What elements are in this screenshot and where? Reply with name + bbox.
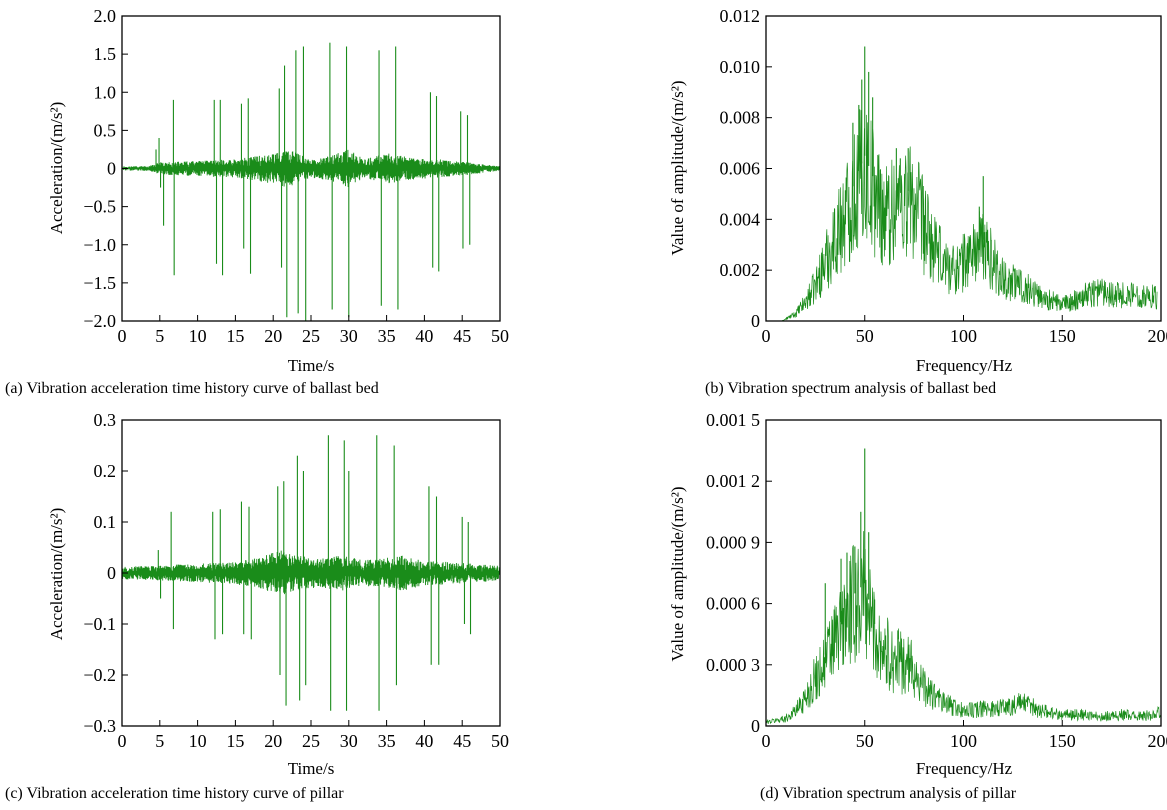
y-tick-label: −0.2 [83, 665, 116, 685]
panel-a-series [121, 42, 501, 321]
y-tick-label: 0.5 [94, 120, 117, 140]
x-tick-label: 5 [155, 326, 164, 346]
y-tick-label: 0.008 [720, 108, 761, 128]
y-tick-label: 0.000 9 [706, 532, 760, 552]
panel-b-xlabel: Frequency/Hz [916, 356, 1013, 375]
x-tick-label: 15 [226, 731, 244, 751]
x-tick-label: 25 [302, 731, 320, 751]
y-tick-label: 0.1 [94, 512, 117, 532]
y-tick-label: 1.0 [94, 82, 117, 102]
x-tick-label: 200 [1148, 731, 1167, 751]
panel-d-xlabel: Frequency/Hz [916, 759, 1013, 778]
x-tick-label: 100 [950, 326, 977, 346]
panel-c-ylabel: Acceleration/(m/s²) [47, 508, 66, 641]
x-tick-label: 35 [378, 326, 396, 346]
x-tick-label: 35 [378, 731, 396, 751]
panel-b-caption: (b) Vibration spectrum analysis of balla… [705, 380, 996, 397]
panel-a: 0 5 10 15 20 25 30 35 40 45 50 −2.0 −1.5 −1.0 −0.5 0 0.5… [5, 6, 509, 397]
x-tick-label: 10 [189, 326, 207, 346]
panel-d-ylabel: Value of amplitude/(m/s²) [668, 486, 687, 661]
y-tick-label: 0 [107, 159, 116, 179]
x-tick-label: 50 [856, 326, 874, 346]
x-tick-label: 30 [340, 731, 358, 751]
panel-a-ylabel: Acceleration/(m/s²) [47, 102, 66, 235]
y-tick-label: −2.0 [83, 311, 116, 331]
y-tick-label: 1.5 [94, 44, 117, 64]
y-tick-label: 0.001 2 [706, 471, 760, 491]
x-tick-label: 150 [1049, 731, 1076, 751]
panel-d-ticks: 0 50 100 150 200 0 0.000 3 0.000 6 0.000 9 0.001 … [706, 410, 1167, 751]
panel-d-series [765, 448, 1162, 725]
x-tick-label: 5 [155, 731, 164, 751]
y-tick-label: −0.5 [83, 197, 116, 217]
y-tick-label: 0.3 [94, 410, 117, 430]
x-tick-label: 50 [491, 326, 509, 346]
y-tick-label: 2.0 [94, 6, 117, 26]
x-tick-label: 45 [453, 731, 471, 751]
y-tick-label: 0 [107, 563, 116, 583]
panel-b: 0 50 100 150 200 0 0.002 0.004 0.006 0.008 0.010 0.… [668, 6, 1167, 397]
panel-c-series [121, 435, 501, 711]
x-tick-label: 40 [415, 731, 433, 751]
x-tick-label: 0 [762, 731, 771, 751]
y-tick-label: 0.004 [720, 209, 761, 229]
y-tick-label: 0.000 3 [706, 655, 760, 675]
panel-b-ticks: 0 50 100 150 200 0 0.002 0.004 0.006 0.008 0.010 0.… [720, 6, 1167, 346]
x-tick-label: 10 [189, 731, 207, 751]
panel-a-caption: (a) Vibration acceleration time history … [5, 380, 379, 397]
x-tick-label: 150 [1049, 326, 1076, 346]
panel-d-caption: (d) Vibration spectrum analysis of pilla… [760, 785, 1017, 802]
panel-c: 0 5 10 15 20 25 30 35 40 45 50 −0.3 −0.2 −0.1 0 0.1 0.2 0… [5, 410, 509, 802]
x-tick-label: 20 [264, 326, 282, 346]
x-tick-label: 50 [491, 731, 509, 751]
y-tick-label: −1.5 [83, 273, 116, 293]
y-tick-label: 0.010 [720, 57, 761, 77]
x-tick-label: 40 [415, 326, 433, 346]
panel-a-ticks: 0 5 10 15 20 25 30 35 40 45 50 −2.0 −1.5 −1.0 −0.5 0 0.5… [83, 6, 509, 346]
signal-trace [781, 109, 1158, 322]
y-tick-label: 0.000 6 [706, 594, 760, 614]
x-tick-label: 45 [453, 326, 471, 346]
panel-d: 0 50 100 150 200 0 0.000 3 0.000 6 0.000 9 0.001 … [668, 410, 1167, 802]
y-tick-label: 0.006 [720, 159, 761, 179]
panel-a-xlabel: Time/s [288, 356, 335, 375]
x-tick-label: 0 [118, 731, 127, 751]
x-tick-label: 15 [226, 326, 244, 346]
y-tick-label: 0.012 [720, 6, 761, 26]
y-tick-label: 0.001 5 [706, 410, 760, 430]
panel-c-ticks: 0 5 10 15 20 25 30 35 40 45 50 −0.3 −0.2 −0.1 0 0.1 0.2 0… [83, 410, 509, 751]
panel-d-plot-frame [765, 419, 1162, 727]
x-tick-label: 100 [950, 731, 977, 751]
x-tick-label: 200 [1148, 326, 1167, 346]
panel-b-series [781, 46, 1158, 322]
y-tick-label: 0 [751, 716, 760, 736]
y-tick-label: −0.3 [83, 716, 116, 736]
y-tick-label: −0.1 [83, 614, 116, 634]
signal-trace [765, 531, 1162, 725]
signal-trace [121, 550, 501, 595]
y-tick-label: 0.002 [720, 260, 761, 280]
x-tick-label: 50 [856, 731, 874, 751]
y-tick-label: 0.2 [94, 461, 117, 481]
panel-c-xlabel: Time/s [288, 759, 335, 778]
x-tick-label: 0 [118, 326, 127, 346]
x-tick-label: 30 [340, 326, 358, 346]
x-tick-label: 25 [302, 326, 320, 346]
y-tick-label: −1.0 [83, 235, 116, 255]
panel-c-caption: (c) Vibration acceleration time history … [5, 785, 344, 802]
panel-b-ylabel: Value of amplitude/(m/s²) [668, 80, 687, 255]
x-tick-label: 0 [762, 326, 771, 346]
x-tick-label: 20 [264, 731, 282, 751]
y-tick-label: 0 [751, 311, 760, 331]
signal-trace [121, 149, 501, 188]
